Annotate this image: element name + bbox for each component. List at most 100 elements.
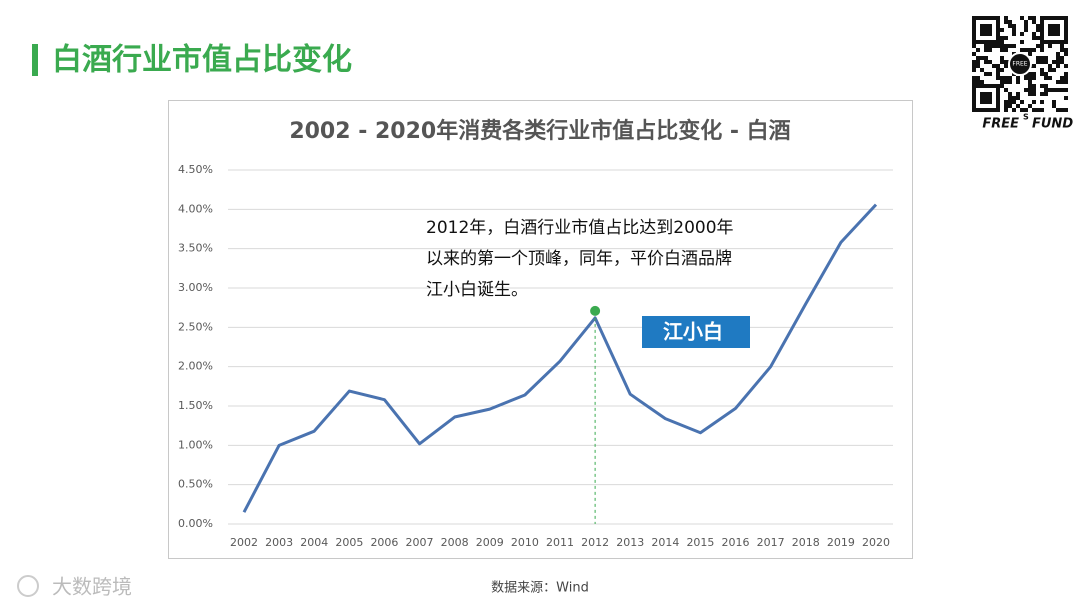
qr-module [1040,60,1044,64]
qr-module [1032,36,1036,40]
qr-module [972,80,976,84]
qr-module [1028,76,1032,80]
qr-module [1032,88,1036,92]
qr-module [976,64,980,68]
qr-module [1032,16,1036,20]
x-tick-label: 2006 [370,536,398,549]
qr-module [1020,48,1024,52]
series-line [242,203,878,513]
qr-module [1028,88,1032,92]
qr-module [1032,72,1036,76]
qr-module [1036,28,1040,32]
qr-module [1012,96,1016,100]
qr-module [1004,100,1008,104]
qr-module [1064,88,1068,92]
qr-code: FREE [972,16,1068,112]
qr-module [1036,56,1040,60]
qr-module [1016,76,1020,80]
x-tick-label: 2010 [511,536,539,549]
x-tick-label: 2018 [792,536,820,549]
qr-module [1064,72,1068,76]
qr-module [1048,44,1052,48]
qr-module [1056,108,1060,112]
qr-module [1056,56,1060,60]
qr-module [1036,108,1040,112]
chart-title: 2002 - 2020年消费各类行业市值占比变化 - 白酒 [289,118,790,144]
qr-module [1004,88,1008,92]
qr-module [1000,68,1004,72]
x-tick-label: 2002 [230,536,258,549]
qr-module [1012,108,1016,112]
brand-sup: S [1023,113,1029,122]
annotation: 2012年，白酒行业市值占比达到2000年 [426,218,734,238]
x-tick-label: 2003 [265,536,293,549]
qr-module [1012,44,1016,48]
y-tick-label: 0.00% [178,517,213,530]
y-tick-label: 1.00% [178,438,213,451]
qr-module [1024,24,1028,28]
qr-module [1040,72,1044,76]
qr-module [1044,56,1048,60]
qr-module [1004,80,1008,84]
qr-module [1004,48,1008,52]
qr-module [1008,20,1012,24]
qr-module [1060,76,1064,80]
qr-module [1036,36,1040,40]
qr-module [980,68,984,72]
x-tick-label: 2019 [827,536,855,549]
x-tick-label: 2011 [546,536,574,549]
qr-module [1028,104,1032,108]
qr-module [1044,76,1048,80]
qr-module [1032,92,1036,96]
qr-module [1016,80,1020,84]
qr-module [1000,40,1004,44]
qr-module [1020,40,1024,44]
qr-module [1040,48,1044,52]
qr-module [1064,96,1068,100]
qr-module [976,80,980,84]
qr-module [1020,100,1024,104]
qr-module [1060,60,1064,64]
qr-module [1064,52,1068,56]
qr-module [1028,72,1032,76]
qr-module [1000,44,1004,48]
qr-module [972,44,976,48]
brand-name: FREE [982,117,1019,132]
qr-module [980,56,984,60]
qr-module [1016,96,1020,100]
qr-module [1000,28,1004,32]
qr-module [1012,32,1016,36]
qr-module [996,72,1000,76]
qr-module [1000,76,1004,80]
x-tick-label: 2004 [300,536,328,549]
highlight-point [590,305,601,316]
y-tick-label: 2.50% [178,320,213,333]
qr-module [1044,72,1048,76]
qr-module [1024,88,1028,92]
qr-module [1064,108,1068,112]
qr-finder-core [1048,24,1060,36]
qr-module [988,72,992,76]
qr-module [1008,24,1012,28]
qr-module [1024,76,1028,80]
qr-module [1032,48,1036,52]
qr-module [1020,16,1024,20]
qr-module [992,64,996,68]
qr-module [1032,100,1036,104]
qr-module [1052,60,1056,64]
annotation: 江小白诞生。 [426,280,528,300]
qr-module [1008,104,1012,108]
qr-module [1028,80,1032,84]
qr-module [1028,92,1032,96]
qr-module [996,68,1000,72]
qr-module [1044,60,1048,64]
logo-text: 江小白 [663,320,723,344]
qr-module [976,60,980,64]
x-tick-label: 2012 [581,536,609,549]
qr-module [1048,76,1052,80]
logo-box [642,316,750,348]
x-tick-label: 2009 [476,536,504,549]
qr-module [972,64,976,68]
qr-module [1004,104,1008,108]
qr-module [1060,88,1064,92]
